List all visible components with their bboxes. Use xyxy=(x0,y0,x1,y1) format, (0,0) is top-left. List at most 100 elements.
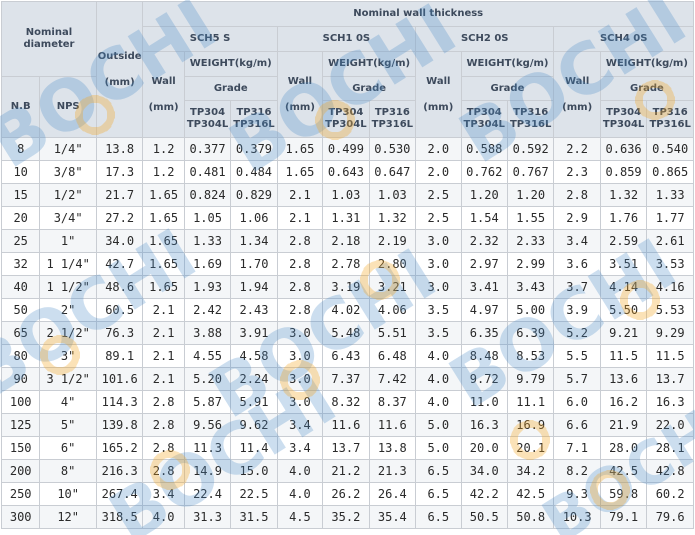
table-row: 90 3 1/2" 101.6 2.1 5.20 2.24 3.0 7.37 7.42 4.0 9.… xyxy=(0,367,694,391)
table-cell: 5.2 xyxy=(553,321,601,345)
grade-label: TP316 xyxy=(513,107,549,118)
table-cell: 100 xyxy=(0,390,41,414)
table-cell: 11.6 xyxy=(368,413,417,437)
grade-header: Grade xyxy=(322,76,417,101)
table-cell: 216.3 xyxy=(95,459,144,483)
table-cell: 0.481 xyxy=(183,160,232,184)
table-cell: 2.9 xyxy=(553,206,601,230)
table-cell: 1.03 xyxy=(322,183,370,207)
table-cell: 3.4 xyxy=(553,229,601,253)
table-cell: 15 xyxy=(0,183,41,207)
table-cell: 1/4" xyxy=(39,137,97,161)
table-cell: 48.6 xyxy=(95,275,144,299)
table-cell: 3.0 xyxy=(415,275,462,299)
table-cell: 5.5 xyxy=(553,344,601,368)
table-cell: 3.41 xyxy=(460,275,508,299)
table-cell: 9.21 xyxy=(599,321,648,345)
table-cell: 4.55 xyxy=(183,344,232,368)
grade-tp316-header: TP316 TP316L xyxy=(506,100,555,138)
table-cell: 139.8 xyxy=(95,413,144,437)
wall-label: Wall xyxy=(151,75,176,87)
grade-tp316-header: TP316 TP316L xyxy=(368,100,417,138)
table-cell: 42.7 xyxy=(95,252,144,276)
table-row: 300 12" 318.5 4.0 31.3 31.5 4.5 35.2 35.4 6.5 50.5… xyxy=(0,505,694,529)
table-cell: 28.0 xyxy=(599,436,648,460)
table-cell: 0.829 xyxy=(230,183,278,207)
table-cell: 2.1 xyxy=(142,321,185,345)
table-cell: 28.1 xyxy=(646,436,694,460)
grade-tp304-header: TP304 TP304L xyxy=(322,100,370,138)
table-cell: 6.43 xyxy=(322,344,370,368)
table-cell: 3.0 xyxy=(415,252,462,276)
table-cell: 6.5 xyxy=(415,459,462,483)
wall-header: Wall (mm) xyxy=(415,51,462,138)
table-cell: 42.5 xyxy=(599,459,648,483)
table-cell: 3.21 xyxy=(368,275,417,299)
table-cell: 1.65 xyxy=(142,275,185,299)
wall-label: Wall xyxy=(287,75,313,87)
table-cell: 6.5 xyxy=(415,505,462,529)
table-cell: 11.5 xyxy=(646,344,694,368)
table-cell: 0.592 xyxy=(506,137,555,161)
table-cell: 2.3 xyxy=(553,160,601,184)
table-cell: 90 xyxy=(0,367,41,391)
grade-label: TP304 xyxy=(328,107,364,118)
table-cell: 3.5 xyxy=(415,298,462,322)
table-cell: 0.499 xyxy=(322,137,370,161)
table-cell: 1.05 xyxy=(183,206,232,230)
table-cell: 101.6 xyxy=(95,367,144,391)
table-cell: 6.5 xyxy=(415,482,462,506)
table-cell: 2.0 xyxy=(415,137,462,161)
table-cell: 13.7 xyxy=(322,436,370,460)
wall-unit: (mm) xyxy=(284,101,315,113)
wall-header: Wall (mm) xyxy=(142,51,185,138)
table-cell: 7.1 xyxy=(553,436,601,460)
table-row: 25 1" 34.0 1.65 1.33 1.34 2.8 2.18 2.19 3.0 2.32 2.… xyxy=(0,229,694,253)
table-cell: 11.4 xyxy=(230,436,278,460)
table-cell: 6.39 xyxy=(506,321,555,345)
table-cell: 200 xyxy=(0,459,41,483)
table-row: 20 3/4" 27.2 1.65 1.05 1.06 2.1 1.31 1.32 2.5 1.54… xyxy=(0,206,694,230)
table-cell: 50.8 xyxy=(506,505,555,529)
wall-unit: (mm) xyxy=(562,101,593,113)
table-cell: 0.767 xyxy=(506,160,555,184)
table-cell: 16.2 xyxy=(599,390,648,414)
table-cell: 4.0 xyxy=(415,390,462,414)
table-cell: 1 1/4" xyxy=(39,252,97,276)
table-cell: 2.99 xyxy=(506,252,555,276)
table-cell: 4.16 xyxy=(646,275,694,299)
table-cell: 2.78 xyxy=(322,252,370,276)
table-cell: 8 xyxy=(0,137,41,161)
nps-header: NPS xyxy=(39,76,97,138)
table-cell: 34.0 xyxy=(460,459,508,483)
table-cell: 3.88 xyxy=(183,321,232,345)
table-row: 40 1 1/2" 48.6 1.65 1.93 1.94 2.8 3.19 3.21 3.0 3.… xyxy=(0,275,694,299)
table-cell: 2.1 xyxy=(276,206,324,230)
table-cell: 3.19 xyxy=(322,275,370,299)
table-cell: 5.48 xyxy=(322,321,370,345)
table-row: 100 4" 114.3 2.8 5.87 5.91 3.0 8.32 8.37 4.0 11.0 1… xyxy=(0,390,694,414)
grade-label: TP304 xyxy=(606,107,642,118)
table-cell: 50 xyxy=(0,298,41,322)
table-cell: 1.65 xyxy=(142,252,185,276)
table-cell: 0.377 xyxy=(183,137,232,161)
wall-header: Wall (mm) xyxy=(553,51,601,138)
table-cell: 1.65 xyxy=(142,183,185,207)
table-cell: 8.32 xyxy=(322,390,370,414)
wall-unit: (mm) xyxy=(148,101,179,113)
table-cell: 2.61 xyxy=(646,229,694,253)
table-cell: 3.43 xyxy=(506,275,555,299)
table-cell: 0.636 xyxy=(599,137,648,161)
grade-label: TP304L xyxy=(602,119,645,130)
table-cell: 165.2 xyxy=(95,436,144,460)
table-cell: 2.43 xyxy=(230,298,278,322)
table-cell: 2.59 xyxy=(599,229,648,253)
table-cell: 10 xyxy=(0,160,41,184)
table-row: 150 6" 165.2 2.8 11.3 11.4 3.4 13.7 13.8 5.0 20.0 2… xyxy=(0,436,694,460)
table-cell: 0.643 xyxy=(322,160,370,184)
table-cell: 0.588 xyxy=(460,137,508,161)
table-cell: 3 1/2" xyxy=(39,367,97,391)
wall-header: Wall (mm) xyxy=(276,51,324,138)
table-cell: 42.2 xyxy=(460,482,508,506)
